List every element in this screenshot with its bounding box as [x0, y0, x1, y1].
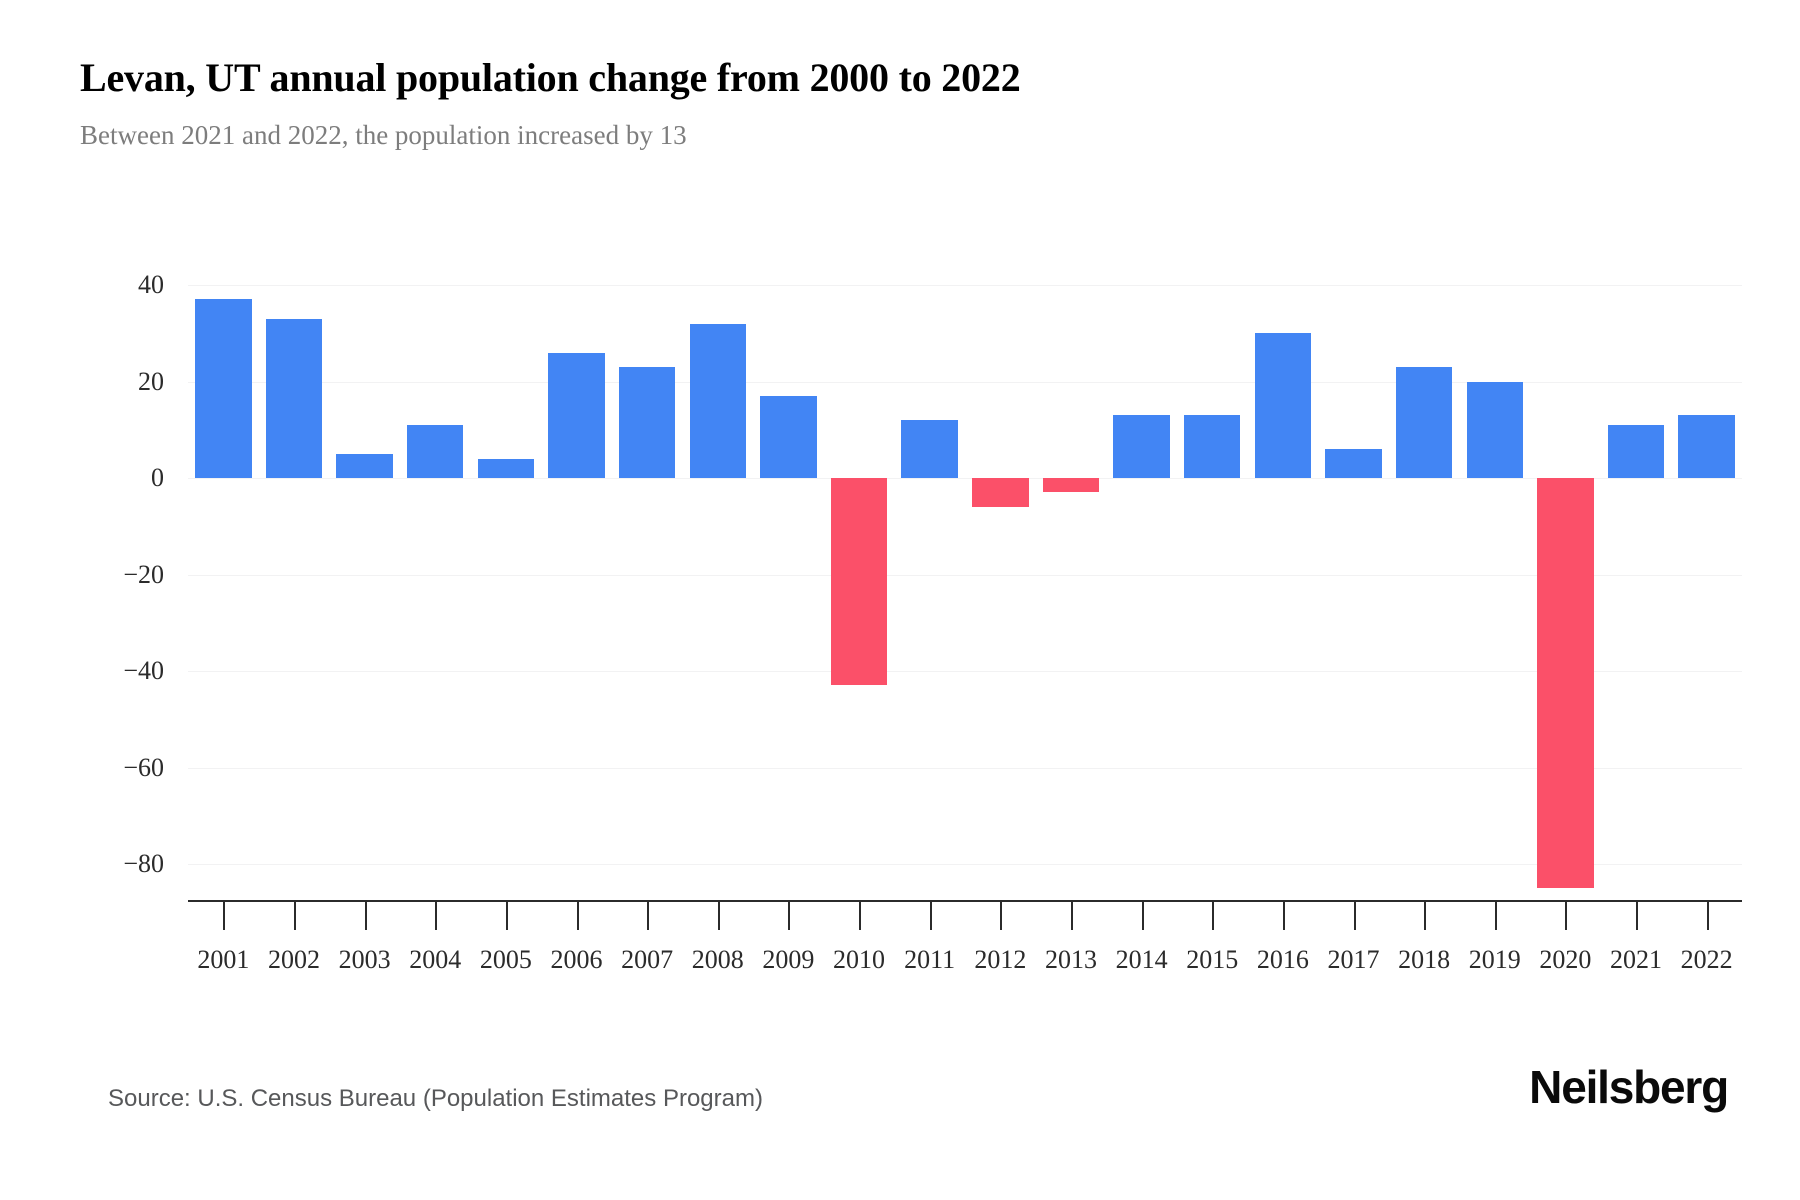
- y-axis-label: −20: [123, 559, 164, 589]
- bar-2014[interactable]: [1113, 415, 1170, 478]
- brand-logo: Neilsberg: [1529, 1061, 1729, 1113]
- x-axis-label-2019: 2019: [1468, 945, 1521, 974]
- bar-2009[interactable]: [760, 395, 817, 478]
- x-axis-label-2003: 2003: [338, 945, 391, 974]
- bar-2010[interactable]: [830, 478, 888, 686]
- x-axis-label-2008: 2008: [691, 945, 744, 974]
- gridline-0: [188, 478, 1742, 479]
- chart-header: Levan, UT annual population change from …: [80, 55, 1720, 151]
- x-tick-2013: [1070, 900, 1073, 930]
- gridline--60: [188, 767, 1742, 769]
- bar-2005[interactable]: [477, 458, 535, 478]
- y-axis-label: −80: [123, 849, 164, 878]
- bar-2021[interactable]: [1607, 424, 1665, 478]
- x-axis-label-2011: 2011: [904, 945, 956, 974]
- x-tick-2014: [1141, 900, 1144, 930]
- x-tick-2005: [505, 900, 508, 930]
- bars-layer: [188, 285, 1742, 900]
- x-tick-2015: [1212, 900, 1215, 930]
- x-axis-label-2013: 2013: [1044, 945, 1097, 974]
- x-axis-label-2018: 2018: [1398, 945, 1451, 974]
- x-tick-2011: [929, 900, 932, 930]
- gridlines-and-y-axis: 40 20 0 −20 −40 −60 −80: [123, 270, 1742, 900]
- x-tick-2010: [859, 900, 862, 930]
- x-tick-2008: [717, 900, 720, 930]
- x-axis-label-2014: 2014: [1115, 945, 1168, 974]
- x-axis-label-2006: 2006: [550, 945, 603, 974]
- gridline--40: [188, 671, 1742, 672]
- bar-2012[interactable]: [972, 478, 1029, 507]
- bar-2016[interactable]: [1254, 333, 1312, 478]
- x-axis-label-2010: 2010: [833, 945, 886, 974]
- gridline--20: [188, 574, 1742, 576]
- x-tick-2016: [1282, 900, 1285, 930]
- x-axis-label-2020: 2020: [1539, 945, 1592, 974]
- x-tick-2002: [293, 900, 296, 930]
- bar-2019[interactable]: [1466, 381, 1524, 478]
- y-axis-label: −60: [123, 752, 164, 782]
- x-axis-label-2015: 2015: [1186, 945, 1239, 974]
- x-axis-label-2007: 2007: [621, 945, 674, 974]
- x-axis-label-2022: 2022: [1680, 945, 1733, 974]
- bar-2017[interactable]: [1325, 449, 1382, 478]
- x-tick-2019: [1494, 900, 1497, 930]
- x-tick-2022: [1706, 900, 1709, 930]
- x-axis-label-2012: 2012: [974, 945, 1027, 974]
- bar-2011[interactable]: [901, 420, 958, 478]
- bar-2004[interactable]: [406, 424, 464, 478]
- y-axis-label: −40: [123, 656, 164, 685]
- x-axis-label-2001: 2001: [197, 945, 250, 974]
- bar-2020[interactable]: [1537, 478, 1594, 889]
- bar-2007[interactable]: [618, 367, 676, 478]
- bar-2008[interactable]: [689, 323, 747, 478]
- bar-2022[interactable]: [1678, 415, 1735, 478]
- y-axis-label: 0: [151, 463, 164, 492]
- bar-2002[interactable]: [265, 318, 323, 478]
- x-tick-2007: [647, 900, 650, 930]
- gridline-20: [188, 381, 1742, 383]
- x-tick-2009: [788, 900, 791, 930]
- bar-2001[interactable]: [195, 299, 252, 478]
- x-tick-2017: [1353, 900, 1356, 930]
- x-axis-label-2017: 2017: [1327, 945, 1380, 974]
- x-tick-2003: [364, 900, 367, 930]
- x-axis-label-2009: 2009: [762, 945, 815, 974]
- bar-2015[interactable]: [1183, 415, 1241, 478]
- x-axis-label-2005: 2005: [479, 945, 532, 974]
- x-axis-line: [188, 900, 1742, 902]
- bar-2018[interactable]: [1395, 367, 1453, 478]
- y-axis-label: 20: [138, 366, 164, 396]
- bar-2013[interactable]: [1042, 478, 1100, 493]
- x-axis-label-2002: 2002: [267, 945, 320, 974]
- bar-2003[interactable]: [336, 453, 393, 478]
- page-title: Levan, UT annual population change from …: [80, 55, 1021, 100]
- chart-subtitle: Between 2021 and 2022, the population in…: [80, 120, 687, 150]
- bar-2006[interactable]: [548, 352, 605, 478]
- x-tick-2006: [576, 900, 579, 930]
- x-tick-2021: [1636, 900, 1639, 930]
- gridline--80: [188, 864, 1742, 865]
- x-tick-2004: [435, 900, 438, 930]
- x-tick-2018: [1424, 900, 1427, 930]
- x-axis-label-2016: 2016: [1256, 945, 1309, 974]
- y-axis-label: 40: [138, 270, 164, 299]
- source-note: Source: U.S. Census Bureau (Population E…: [108, 1085, 763, 1112]
- gridline-40: [188, 285, 1742, 286]
- x-axis-label-2021: 2021: [1610, 945, 1663, 974]
- x-tick-2020: [1565, 900, 1568, 930]
- x-tick-2012: [1000, 900, 1003, 930]
- x-axis-label-2004: 2004: [409, 945, 462, 974]
- x-tick-2001: [223, 900, 226, 930]
